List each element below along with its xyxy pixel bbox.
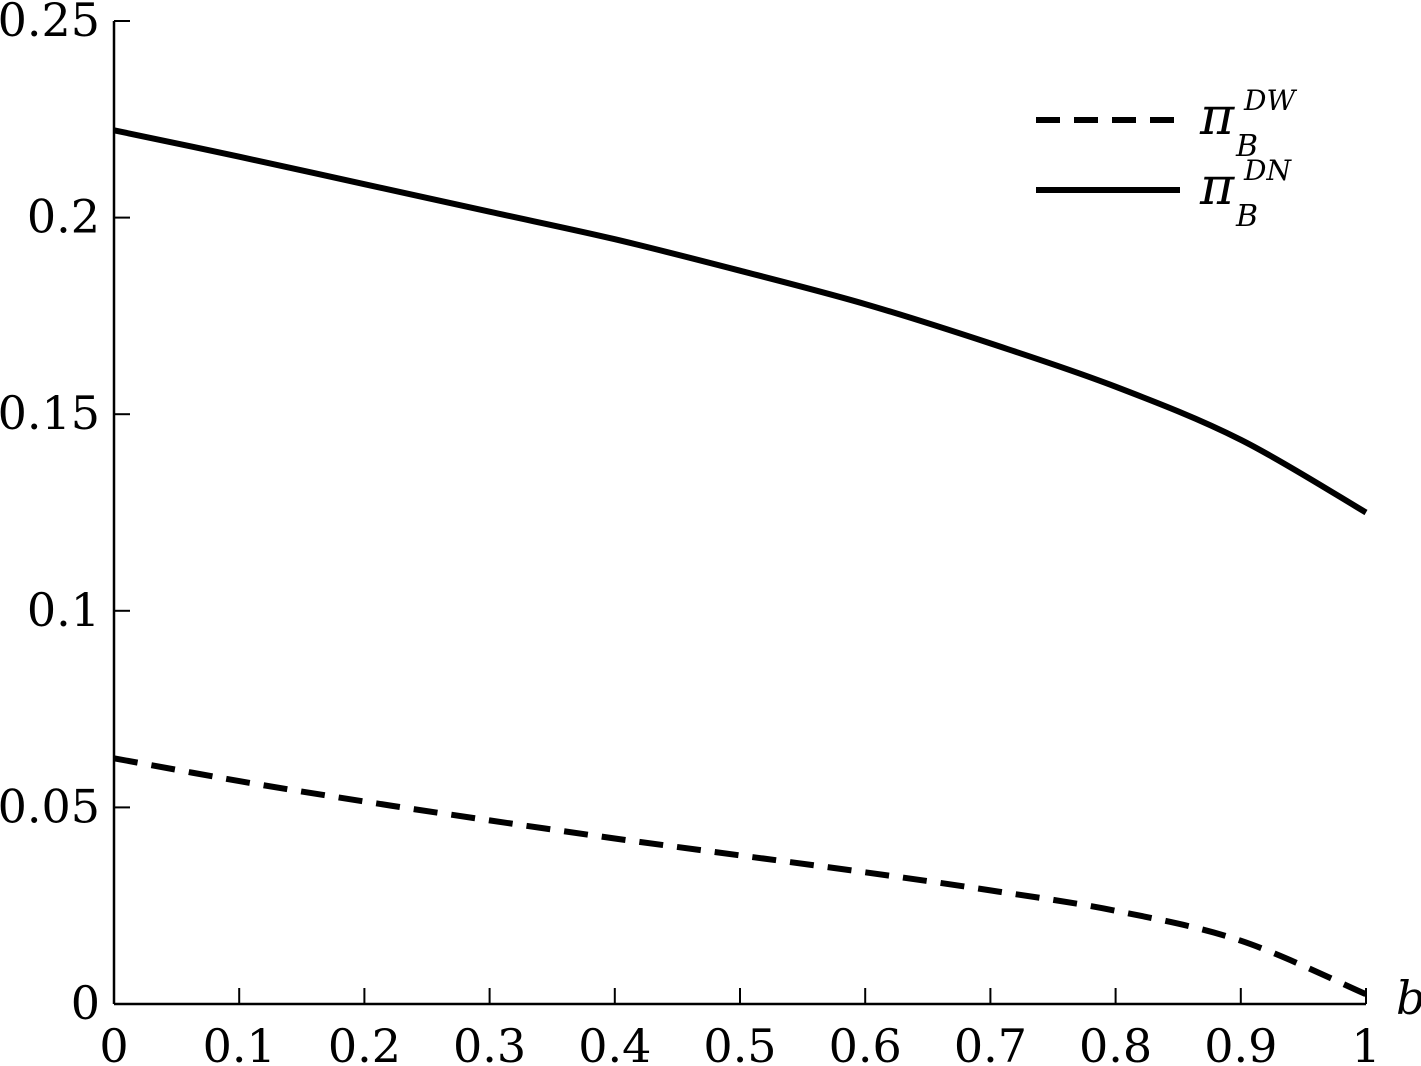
y-tick-label: 0.1 bbox=[27, 583, 100, 637]
legend-superscript: DW bbox=[1243, 84, 1297, 117]
series-line-dn bbox=[113, 127, 1368, 516]
legend-subscript: B bbox=[1235, 199, 1258, 234]
x-axis-label: b bbox=[1396, 971, 1421, 1025]
y-tick-label: 0.25 bbox=[0, 0, 100, 47]
x-tick-label: 0.4 bbox=[578, 1019, 651, 1066]
x-tick-label: 0.1 bbox=[203, 1019, 276, 1066]
x-tick-label: 0.2 bbox=[328, 1019, 401, 1066]
y-tick-label: 0.05 bbox=[0, 779, 100, 833]
y-tick-label: 0.2 bbox=[27, 190, 100, 244]
legend-entry-dn: π DN B bbox=[1036, 154, 1292, 234]
legend-symbol: π bbox=[1199, 87, 1235, 147]
legend-superscript: DN bbox=[1243, 154, 1292, 187]
x-tick-label: 0.9 bbox=[1204, 1019, 1277, 1066]
legend-entry-dw: π DW B bbox=[1036, 84, 1297, 164]
y-tick-label: 0 bbox=[71, 976, 100, 1030]
x-tick-label: 0.8 bbox=[1079, 1019, 1152, 1066]
x-tick-label: 0.7 bbox=[954, 1019, 1027, 1066]
legend-subscript: B bbox=[1235, 129, 1258, 164]
series-line-dw bbox=[113, 755, 1368, 997]
series-lines bbox=[113, 127, 1368, 997]
x-tick-label: 1 bbox=[1351, 1019, 1380, 1066]
x-tick-label: 0.3 bbox=[453, 1019, 526, 1066]
x-tick-label: 0 bbox=[99, 1019, 128, 1066]
x-tick-label: 0.6 bbox=[829, 1019, 902, 1066]
x-tick-label: 0.5 bbox=[703, 1019, 776, 1066]
ticks: 0 0.1 0.2 0.3 0.4 0.5 0.6 0.7 0.8 0.9 1 0 0.05 0.1 0.1… bbox=[0, 0, 1381, 1066]
legend-symbol: π bbox=[1199, 157, 1235, 217]
y-tick-label: 0.15 bbox=[0, 386, 100, 440]
